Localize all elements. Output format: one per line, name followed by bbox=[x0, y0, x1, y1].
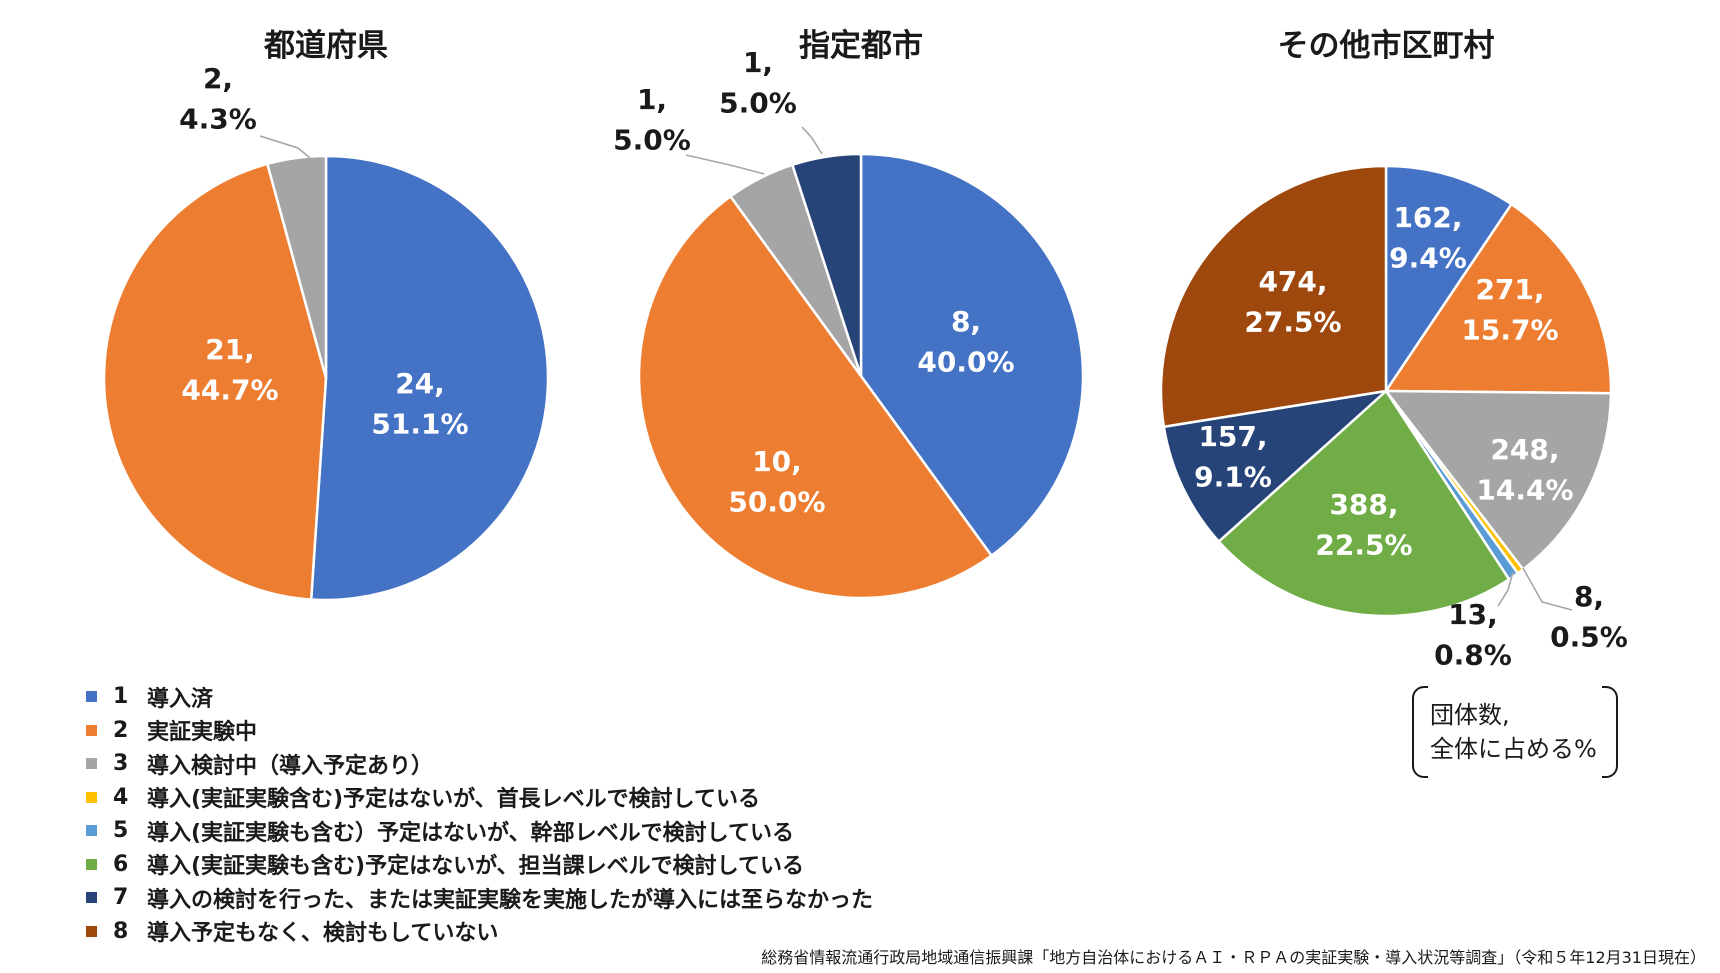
data-label: 248, 14.4% bbox=[1476, 433, 1573, 507]
pie-slice-1 bbox=[1384, 164, 1514, 396]
legend-label: 導入予定もなく、検討もしていない bbox=[147, 921, 499, 947]
legend-item-3: 3 導入検討中（導入予定あり） bbox=[86, 747, 873, 781]
legend-swatch bbox=[86, 758, 97, 770]
data-label: 474, 27.5% bbox=[1244, 265, 1341, 339]
legend-number: 5 bbox=[113, 818, 129, 844]
legend-label: 導入(実証実験も含む)予定はないが、担当課レベルで検討している bbox=[147, 854, 805, 880]
data-label: 8, 0.5% bbox=[1550, 580, 1628, 654]
legend-swatch bbox=[86, 925, 97, 937]
legend-label: 導入(実証実験も含む）予定はないが、幹部レベルで検討している bbox=[147, 820, 794, 846]
legend-item-5: 5 導入(実証実験も含む）予定はないが、幹部レベルで検討している bbox=[86, 814, 873, 848]
pie-slice-3 bbox=[1383, 389, 1613, 572]
legend-number: 8 bbox=[113, 918, 129, 944]
legend-item-6: 6 導入(実証実験も含む)予定はないが、担当課レベルで検討している bbox=[86, 848, 873, 882]
note-right-bracket bbox=[1602, 686, 1618, 778]
pie-slice-2 bbox=[1383, 202, 1613, 395]
pie-title: 都道府県 bbox=[263, 28, 388, 64]
legend-number: 2 bbox=[113, 717, 129, 743]
legend-swatch bbox=[86, 825, 97, 837]
pie-slice-7 bbox=[1162, 389, 1390, 544]
pie-slice-3 bbox=[265, 154, 328, 379]
legend-number: 4 bbox=[113, 784, 129, 810]
data-label: 24, 51.1% bbox=[371, 367, 468, 441]
pie-slice-2 bbox=[102, 162, 328, 601]
data-label: 10, 50.0% bbox=[728, 445, 825, 519]
legend-swatch bbox=[86, 724, 97, 736]
pie-chart-3: その他市区町村 162, 9.4%271, 15.7% 248, 14.4% 8, 0.5% 1… bbox=[1159, 28, 1628, 672]
leader-line bbox=[801, 126, 823, 155]
legend-swatch bbox=[86, 892, 97, 904]
legend-item-7: 7 導入の検討を行った、または実証実験を実施したが導入には至らなかった bbox=[86, 881, 873, 915]
source-citation: 総務省情報流通行政局地域通信振興課「地方自治体におけるＡＩ・ＲＰＡの実証実験・導… bbox=[761, 948, 1706, 967]
legend-label: 実証実験中 bbox=[147, 720, 258, 746]
legend-label: 導入済 bbox=[147, 686, 214, 712]
data-label: 162, 9.4% bbox=[1389, 201, 1467, 275]
pie-title: その他市区町村 bbox=[1278, 28, 1495, 64]
data-label: 1, 5.0% bbox=[613, 83, 691, 157]
legend-number: 3 bbox=[113, 751, 129, 777]
legend-label: 導入(実証実験含む)予定はないが、首長レベルで検討している bbox=[147, 787, 761, 813]
data-label: 157, 9.1% bbox=[1194, 420, 1272, 494]
pie-chart-1: 都道府県 24, 51.1% 21, 44.7% 2, 4.3% bbox=[102, 28, 550, 602]
leader-line bbox=[1497, 571, 1514, 607]
data-label: 388, 22.5% bbox=[1315, 488, 1412, 562]
legend-item-2: 2 実証実験中 bbox=[86, 714, 873, 748]
pie-slice-2 bbox=[637, 194, 994, 600]
legend-swatch bbox=[86, 858, 97, 870]
legend-number: 7 bbox=[113, 885, 129, 911]
pie-chart-2: 指定都市 8, 40.0% 10, 50.0% 1, 5.0% 1, 5.0% bbox=[613, 28, 1085, 600]
data-label: 1, 5.0% bbox=[719, 46, 797, 120]
leader-line bbox=[259, 135, 311, 159]
pie-slice-1 bbox=[309, 154, 550, 602]
note-line-1: 団体数, bbox=[1430, 701, 1510, 729]
leader-line bbox=[685, 154, 765, 175]
annotation-note: 団体数, 全体に占める% bbox=[1412, 686, 1618, 778]
pie-slice-7 bbox=[790, 152, 863, 377]
data-label: 2, 4.3% bbox=[179, 62, 257, 136]
data-label: 13, 0.8% bbox=[1434, 598, 1512, 672]
pie-title: 指定都市 bbox=[799, 28, 923, 64]
legend-label: 導入の検討を行った、または実証実験を実施したが導入には至らなかった bbox=[147, 887, 874, 913]
note-left-bracket bbox=[1412, 686, 1428, 778]
data-label: 8, 40.0% bbox=[917, 305, 1014, 379]
legend-number: 6 bbox=[113, 851, 129, 877]
legend-number: 1 bbox=[113, 684, 129, 710]
legend-label: 導入検討中（導入予定あり） bbox=[147, 753, 434, 779]
pie-slice-1 bbox=[859, 152, 1085, 558]
data-label: 271, 15.7% bbox=[1461, 273, 1558, 347]
legend-swatch bbox=[86, 691, 97, 703]
pie-slice-8 bbox=[1159, 164, 1388, 429]
data-label: 21, 44.7% bbox=[181, 333, 278, 407]
pie-slice-6 bbox=[1217, 389, 1511, 618]
legend-item-8: 8 導入予定もなく、検討もしていない bbox=[86, 915, 873, 949]
note-line-2: 全体に占める% bbox=[1430, 735, 1597, 763]
legend-swatch bbox=[86, 791, 97, 803]
leader-line bbox=[1522, 567, 1573, 611]
legend-item-1: 1 導入済 bbox=[86, 680, 873, 714]
legend: 1 導入済 2 実証実験中 3 導入検討中（導入予定あり） 4 導入(実証実験含む)予定はない… bbox=[86, 680, 873, 948]
legend-item-4: 4 導入(実証実験含む)予定はないが、首長レベルで検討している bbox=[86, 781, 873, 815]
